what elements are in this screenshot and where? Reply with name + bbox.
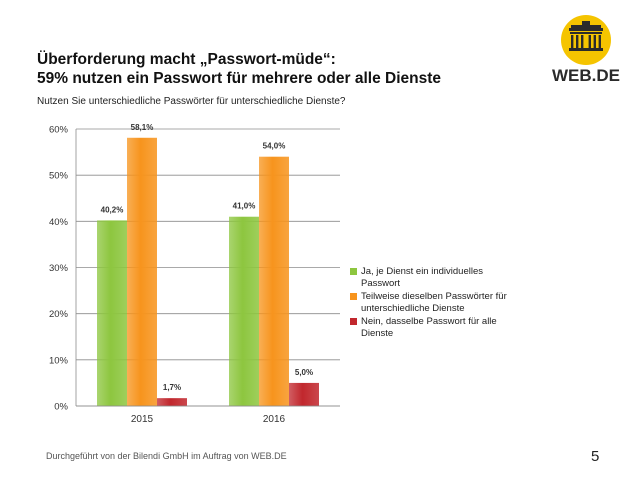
slide-title: Überforderung macht „Passwort-müde“: 59%… bbox=[37, 50, 507, 88]
y-tick-label: 60% bbox=[49, 125, 69, 136]
page-number: 5 bbox=[591, 448, 600, 465]
bar-2016-series-1 bbox=[229, 216, 259, 406]
webde-logo: WEB.DE bbox=[552, 15, 620, 84]
data-label: 5,0% bbox=[295, 368, 313, 377]
legend-swatch bbox=[350, 268, 357, 275]
bar-2015-series-1 bbox=[97, 220, 127, 406]
x-tick-label: 2015 bbox=[131, 414, 154, 425]
legend-label: Nein, dasselbe Passwort für alle Dienste bbox=[361, 316, 497, 339]
bar-2015-series-3 bbox=[157, 398, 187, 406]
brandenburg-gate-icon bbox=[569, 21, 603, 51]
x-tick-label: 2016 bbox=[263, 414, 286, 425]
data-label: 40,2% bbox=[101, 205, 124, 214]
legend-swatch bbox=[350, 293, 357, 300]
logo-text: WEB.DE bbox=[552, 66, 620, 84]
legend-item: Ja, je Dienst ein individuelles Passwort bbox=[350, 266, 515, 289]
y-tick-label: 20% bbox=[49, 309, 69, 320]
legend-item: Nein, dasselbe Passwort für alle Dienste bbox=[350, 316, 515, 339]
legend-label: Ja, je Dienst ein individuelles Passwort bbox=[361, 266, 483, 289]
data-label: 41,0% bbox=[233, 202, 256, 211]
title-line-1: Überforderung macht „Passwort-müde“: bbox=[37, 51, 336, 68]
data-label: 54,0% bbox=[263, 142, 286, 151]
y-tick-label: 30% bbox=[49, 263, 69, 274]
legend-label: Teilweise dieselben Passwörter für unter… bbox=[361, 291, 507, 314]
data-label: 58,1% bbox=[131, 123, 154, 132]
y-tick-label: 10% bbox=[49, 355, 69, 366]
chart-question: Nutzen Sie unterschiedliche Passwörter f… bbox=[37, 96, 346, 107]
data-label: 1,7% bbox=[163, 383, 181, 392]
bar-2015-series-2 bbox=[127, 137, 157, 406]
footer-note: Durchgeführt von der Bilendi GmbH im Auf… bbox=[46, 451, 287, 461]
y-tick-label: 40% bbox=[49, 217, 69, 228]
title-line-2: 59% nutzen ein Passwort für mehrere oder… bbox=[37, 70, 441, 87]
legend-swatch bbox=[350, 318, 357, 325]
legend-item: Teilweise dieselben Passwörter für unter… bbox=[350, 291, 515, 314]
bar-2016-series-2 bbox=[259, 156, 289, 406]
bar-2016-series-3 bbox=[289, 382, 319, 406]
y-tick-label: 50% bbox=[49, 171, 69, 182]
y-tick-label: 0% bbox=[54, 402, 68, 413]
chart-legend: Ja, je Dienst ein individuelles Passwort… bbox=[350, 266, 515, 341]
